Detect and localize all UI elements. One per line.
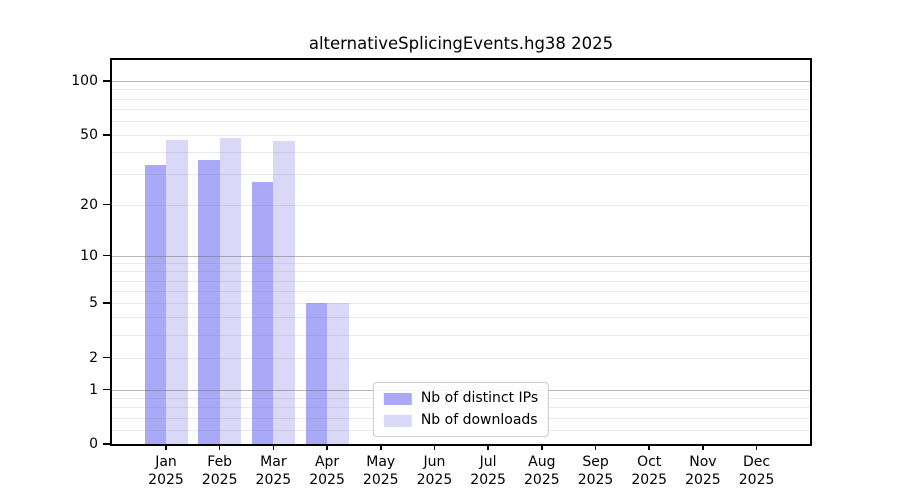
x-tick-jul <box>487 444 489 450</box>
x-tick-may <box>379 444 382 450</box>
gridline-minor-y20 <box>112 204 810 206</box>
y-tick-label-2: 2 <box>89 349 98 366</box>
gridline-minor-y4 <box>112 317 810 319</box>
legend-label-downloads: Nb of downloads <box>420 412 538 428</box>
gridline-minor-y90 <box>112 89 810 91</box>
legend-item-downloads: Nb of downloads <box>383 412 538 429</box>
bar-jan-downloads <box>166 139 188 444</box>
x-tick-sep <box>594 444 597 450</box>
gridline-minor-y40 <box>112 152 810 154</box>
gridline-minor-y7 <box>112 280 810 282</box>
bars-layer <box>112 60 810 444</box>
x-tick-feb <box>218 444 221 450</box>
gridline-major-y100 <box>112 81 810 83</box>
bar-mar-downloads <box>273 141 295 444</box>
y-tick-5 <box>103 302 110 304</box>
x-tick-nov <box>702 444 704 450</box>
x-tick-label-jun: Jun 2025 <box>416 454 453 488</box>
bar-feb-downloads <box>219 138 242 444</box>
plot-area: Nb of distinct IPs Nb of downloads <box>110 58 812 446</box>
x-tick-oct <box>648 444 650 450</box>
x-tick-label-oct: Oct 2025 <box>631 454 668 488</box>
gridline-minor-y70 <box>112 108 810 110</box>
x-tick-label-jul: Jul 2025 <box>470 454 506 488</box>
gridline-minor-y30 <box>112 174 810 176</box>
bar-apr-distinct-ips <box>305 303 328 444</box>
bar-jan-distinct-ips <box>144 164 166 444</box>
y-tick-label-1: 1 <box>89 381 98 398</box>
y-tick-2 <box>103 356 110 359</box>
x-tick-mar <box>272 444 275 450</box>
legend-item-distinct-ips: Nb of distinct IPs <box>383 390 539 407</box>
gridline-minor-y50 <box>112 134 810 136</box>
x-tick-label-sep: Sep 2025 <box>577 454 614 488</box>
chart-title: alternativeSplicingEvents.hg38 2025 <box>308 34 614 53</box>
x-tick-label-feb: Feb 2025 <box>201 454 238 488</box>
gridline-minor-y5 <box>112 303 810 305</box>
y-tick-10 <box>103 254 110 257</box>
x-tick-label-apr: Apr 2025 <box>309 454 345 488</box>
x-tick-aug <box>541 444 543 450</box>
y-tick-label-10: 10 <box>80 247 98 264</box>
bar-apr-downloads <box>327 303 349 444</box>
x-tick-apr <box>326 444 328 450</box>
y-tick-label-0: 0 <box>89 436 98 452</box>
y-tick-100 <box>103 80 110 82</box>
legend-label-distinct-ips: Nb of distinct IPs <box>420 390 539 406</box>
y-tick-label-100: 100 <box>71 73 98 90</box>
x-tick-jan <box>165 444 167 450</box>
y-tick-50 <box>103 134 110 136</box>
y-tick-0 <box>103 443 110 445</box>
gridline-minor-y6 <box>112 291 810 293</box>
gridline-minor-y80 <box>112 98 810 100</box>
bar-mar-distinct-ips <box>251 182 274 444</box>
x-tick-jun <box>433 444 436 450</box>
legend-swatch-distinct-ips <box>383 392 412 405</box>
x-tick-label-mar: Mar 2025 <box>255 454 292 488</box>
y-tick-label-50: 50 <box>80 126 98 143</box>
legend-swatch-downloads <box>383 414 412 427</box>
x-tick-label-may: May 2025 <box>362 454 399 488</box>
gridline-minor-y8 <box>112 271 810 273</box>
y-tick-label-5: 5 <box>89 295 98 312</box>
gridline-major-y10 <box>112 255 810 257</box>
x-tick-label-nov: Nov 2025 <box>685 454 721 488</box>
gridline-minor-y2 <box>112 357 810 359</box>
x-tick-label-dec: Dec 2025 <box>738 454 775 488</box>
gridline-minor-y9 <box>112 263 810 264</box>
gridline-minor-y60 <box>112 120 810 122</box>
y-tick-20 <box>103 203 110 206</box>
x-tick-dec <box>755 444 758 450</box>
y-tick-label-20: 20 <box>80 196 98 213</box>
x-tick-label-aug: Aug 2025 <box>524 454 560 488</box>
x-tick-label-jan: Jan 2025 <box>148 454 184 488</box>
bar-feb-distinct-ips <box>198 160 220 444</box>
y-tick-1 <box>103 388 110 391</box>
gridline-minor-y3 <box>112 335 810 337</box>
legend: Nb of distinct IPs Nb of downloads <box>372 382 550 437</box>
